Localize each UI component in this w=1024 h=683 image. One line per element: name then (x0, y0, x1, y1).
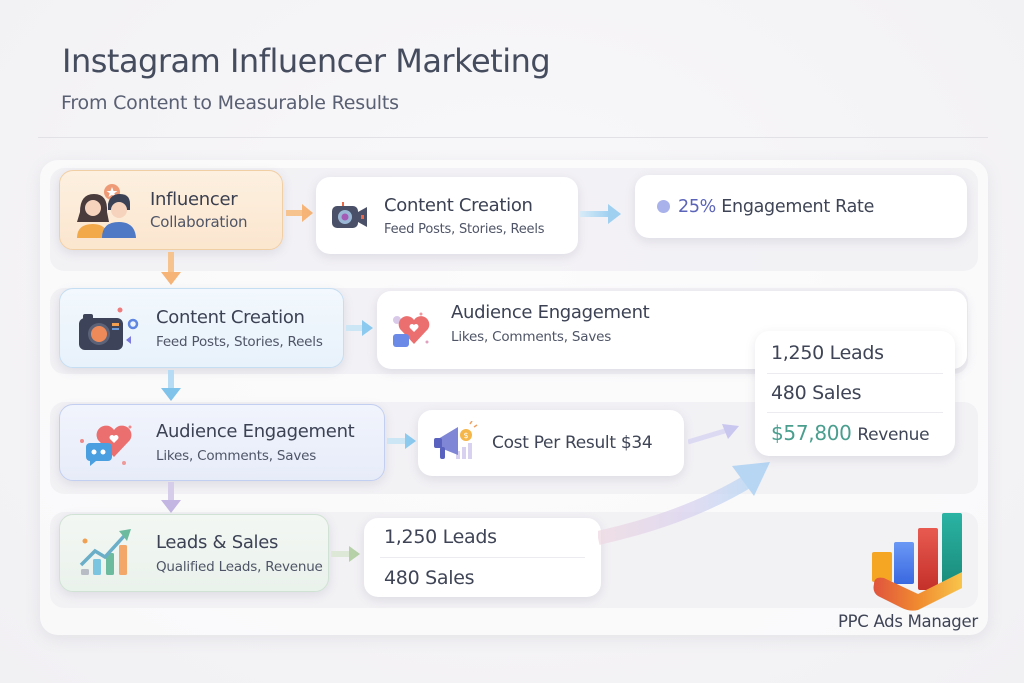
engagement-rate-label: Engagement Rate (721, 196, 875, 217)
chat-heart-icon (60, 419, 156, 467)
brand-name: PPC Ads Manager (838, 612, 978, 631)
step-content-creation-row1[interactable]: Content Creation Feed Posts, Stories, Re… (316, 177, 578, 254)
step-title: Leads & Sales (156, 531, 279, 553)
step-title: Audience Engagement (451, 301, 650, 323)
megaphone-icon: $ (418, 421, 492, 465)
leads-label: Leads (442, 526, 497, 548)
step-audience-engagement[interactable]: Audience Engagement Likes, Comments, Sav… (59, 404, 385, 481)
step-subtitle: Feed Posts, Stories, Reels (384, 221, 545, 237)
step-title: Influencer (150, 189, 238, 210)
arrow-right-icon (331, 546, 360, 562)
summary-leads-value: 1,250 (771, 342, 824, 364)
sales-value: 480 (384, 567, 420, 589)
arrow-down-icon (161, 370, 181, 401)
engagement-dot-icon (657, 200, 670, 213)
arrow-down-icon (161, 482, 181, 513)
step-leads-and-sales[interactable]: Leads & Sales Qualified Leads, Revenue (59, 514, 329, 592)
growth-chart-icon (60, 527, 156, 579)
step-title: Content Creation (384, 194, 533, 216)
row-divider (767, 373, 943, 374)
step-subtitle: Feed Posts, Stories, Reels (156, 333, 323, 350)
sales-label: Sales (425, 567, 475, 589)
leads-value: 1,250 (384, 526, 437, 548)
summary-results-card: 1,250 Leads 480 Sales $57,800 Revenue (755, 331, 955, 456)
step-audience-engagement-row2[interactable]: Audience Engagement Likes, Comments, Sav… (377, 291, 967, 369)
summary-revenue-value: $57,800 (771, 421, 852, 445)
arrow-up-right-icon (688, 424, 739, 445)
heart-chat-icon (377, 310, 451, 350)
camera-icon (60, 304, 156, 352)
row-divider (767, 412, 943, 413)
cost-per-result-label: Cost Per Result (492, 433, 616, 453)
step-subtitle: Likes, Comments, Saves (156, 448, 317, 464)
step-title: Content Creation (156, 306, 305, 328)
header-divider (38, 137, 988, 138)
curved-arrow-icon (598, 462, 770, 545)
page-title: Instagram Influencer Marketing (62, 42, 551, 80)
page-subtitle: From Content to Measurable Results (61, 92, 399, 114)
metric-engagement-rate: 25% Engagement Rate (635, 175, 967, 238)
step-title: Audience Engagement (156, 421, 355, 442)
arrow-down-icon (161, 252, 181, 285)
summary-sales-label: Sales (812, 382, 862, 404)
row-divider (380, 557, 585, 558)
summary-revenue-label: Revenue (857, 425, 930, 445)
cost-per-result-value: $34 (620, 433, 653, 453)
engagement-rate-value: 25% (678, 196, 716, 217)
step-subtitle: Qualified Leads, Revenue (156, 558, 323, 575)
results-leads-sales: 1,250 Leads 480 Sales (364, 518, 601, 597)
arrow-right-icon (286, 204, 313, 222)
video-camera-icon (316, 201, 384, 231)
metric-cost-per-result: $ Cost Per Result $34 (418, 410, 684, 476)
step-subtitle: Collaboration (150, 213, 248, 231)
arrow-right-icon (346, 320, 373, 336)
summary-sales-value: 480 (771, 382, 807, 404)
step-subtitle: Likes, Comments, Saves (451, 328, 612, 345)
ppc-ads-manager-logo-icon (872, 513, 962, 611)
step-content-creation[interactable]: Content Creation Feed Posts, Stories, Re… (59, 288, 344, 368)
arrow-right-icon (387, 433, 416, 449)
arrow-right-icon (580, 204, 621, 224)
svg-text:$: $ (463, 431, 468, 440)
summary-leads-label: Leads (829, 342, 884, 364)
people-icon (60, 170, 150, 250)
step-influencer-collaboration[interactable]: Influencer Collaboration (59, 170, 283, 250)
